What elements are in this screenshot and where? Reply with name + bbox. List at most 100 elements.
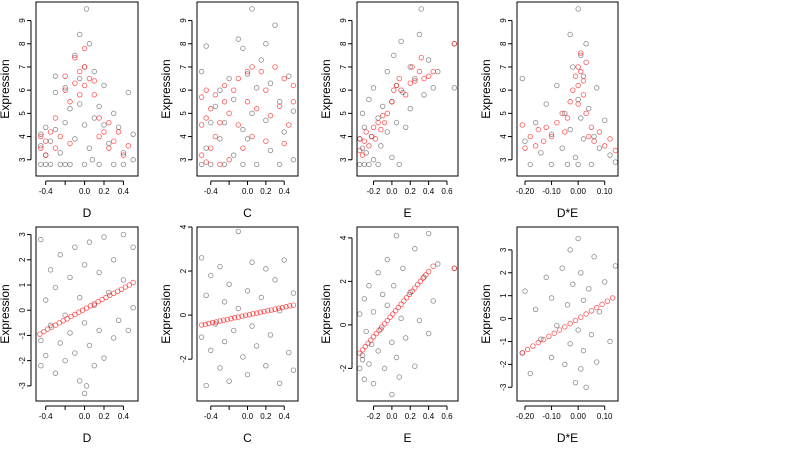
observed-point [430,298,436,304]
observed-point [594,85,600,91]
x-tick-label: 0.4 [118,187,130,196]
panel-bottom-C: -2 0 2 4 -0.4 0.0 0.2 0.4 C Expression [159,224,299,445]
observed-point [548,131,555,137]
fitted-point [596,129,603,135]
fitted-point [519,350,526,356]
observed-point [416,31,423,38]
observed-point [120,150,127,156]
y-tick-label: 4 [18,134,27,139]
fitted-point [286,122,292,128]
observed-point [62,119,68,126]
observed-point [276,307,283,314]
x-tick-label: 0.10 [597,187,613,196]
observed-point [407,106,413,112]
y-tick-label: 2 [499,270,508,275]
y-tick-label: 0 [499,316,508,321]
observed-point [575,327,581,333]
observed-point [62,85,68,91]
observed-point [370,157,377,163]
y-tick-label: 4 [179,224,188,229]
x-tick-label: -0.10 [542,187,561,196]
observed-point [263,363,269,369]
observed-point [221,161,228,168]
fitted-point [580,78,587,84]
y-tick-label: 8 [18,41,27,46]
fitted-point [38,133,44,140]
fitted-point [226,110,232,117]
fitted-point [409,288,415,294]
observed-point [101,355,107,361]
observed-point [47,267,54,273]
fitted-point [551,330,557,336]
fitted-point [588,308,595,314]
fitted-point [81,45,88,52]
fitted-point [583,59,589,66]
x-tick-label: 0.4 [279,412,291,421]
fitted-point [81,82,88,89]
fitted-point [567,99,573,105]
fitted-point [249,133,255,140]
fitted-point [540,138,547,144]
observed-point [263,41,269,47]
observed-point [83,6,90,12]
fitted-point [559,110,565,117]
fitted-point [37,331,43,337]
fitted-point [283,304,289,310]
fitted-point [370,334,377,340]
fitted-point [101,129,107,135]
fitted-point [451,265,458,272]
observed-point [554,322,560,329]
fitted-point [265,307,271,314]
x-tick-label: -0.4 [204,187,218,196]
y-tick-label: 6 [499,87,508,92]
observed-point [89,157,96,163]
observed-point [384,302,390,308]
observed-point [398,315,404,322]
observed-point [208,119,214,126]
plot-frame [196,1,299,177]
fitted-point [403,294,410,301]
observed-point [567,247,573,253]
observed-point [240,126,246,133]
observed-point [115,124,122,130]
observed-point [86,239,93,245]
observed-point [562,110,568,117]
observed-point [396,374,402,380]
observed-point [258,294,264,301]
observed-point [198,161,205,168]
fitted-point [583,311,589,317]
fitted-point [224,316,230,323]
fitted-point [67,99,73,105]
x-axis-title: E [403,431,411,445]
observed-point [47,161,54,168]
observed-point [96,161,102,168]
observed-point [96,103,102,110]
observed-point [575,235,581,242]
x-tick-label: 0.2 [98,412,110,421]
observed-point [570,64,576,70]
observed-point [519,75,526,82]
fitted-point [393,82,400,89]
observed-point [402,124,409,130]
fitted-point [543,124,549,130]
fitted-point [373,330,379,337]
observed-point [591,133,597,140]
fitted-point [287,303,293,309]
fitted-point [103,294,109,301]
x-tick-label: 0.2 [405,412,417,421]
observed-point [106,289,112,296]
observed-point [203,292,209,298]
fitted-point [535,126,541,133]
fitted-point [575,64,581,70]
y-tick-label: 4 [499,134,508,139]
fitted-point [359,347,366,353]
observed-point [416,317,423,324]
observed-point [583,384,589,390]
observed-point [580,297,587,303]
fitted-point [548,133,555,140]
observed-point [596,145,603,151]
fitted-point [202,321,208,328]
observed-point [208,272,214,279]
observed-point [366,161,372,168]
observed-point [543,101,549,107]
